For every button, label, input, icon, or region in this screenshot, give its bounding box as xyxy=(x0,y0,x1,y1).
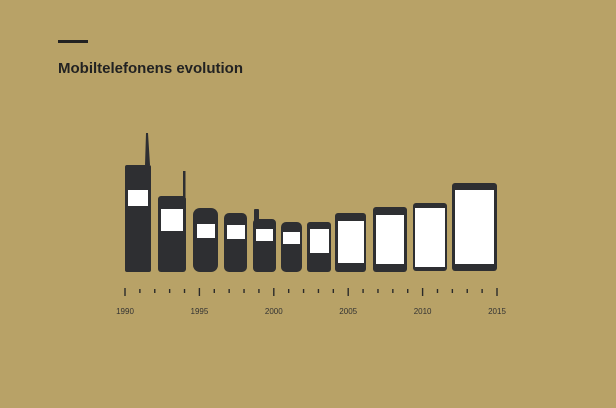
screen xyxy=(283,232,300,244)
year-label: 2010 xyxy=(414,307,432,316)
screen xyxy=(338,221,364,263)
timeline: 1990 1995 2000 2005 2010 2015 xyxy=(116,288,506,316)
year-label: 1995 xyxy=(191,307,209,316)
year-label: 1990 xyxy=(116,307,134,316)
phones xyxy=(125,133,497,272)
phone xyxy=(224,213,247,272)
phone xyxy=(281,222,302,272)
screen xyxy=(376,215,404,264)
antenna xyxy=(254,209,259,221)
screen xyxy=(227,225,245,239)
title: Mobiltelefonens evolution xyxy=(58,60,243,77)
year-label: 2000 xyxy=(265,307,283,316)
antenna xyxy=(145,133,150,165)
phone xyxy=(125,165,151,272)
screen xyxy=(310,229,329,253)
screen xyxy=(256,229,273,241)
screen xyxy=(161,209,183,231)
phone xyxy=(193,208,218,272)
accent-bar xyxy=(58,40,88,43)
year-label: 2005 xyxy=(339,307,357,316)
phone xyxy=(253,219,276,272)
screen xyxy=(128,190,148,206)
year-label: 2015 xyxy=(488,307,506,316)
screen xyxy=(415,208,445,267)
phone xyxy=(158,196,186,272)
screen xyxy=(455,190,494,264)
antenna xyxy=(183,171,186,197)
screen xyxy=(197,224,215,238)
